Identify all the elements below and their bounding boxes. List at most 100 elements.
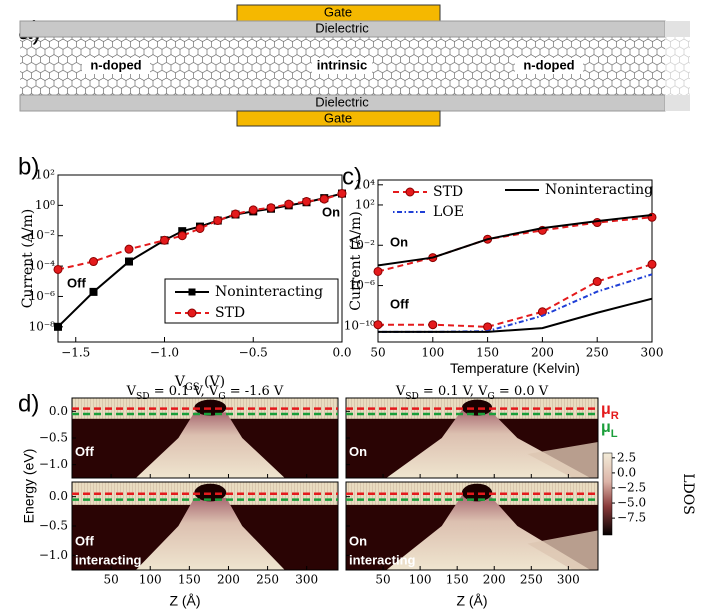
annotation: On (322, 204, 340, 219)
annotation: On (390, 234, 408, 249)
text-part: = -1.6 V (226, 384, 284, 399)
series-line (377, 214, 653, 267)
heatmap-band (386, 495, 591, 570)
plot-frame (57, 174, 343, 343)
marker (266, 203, 276, 213)
x-tick-label: 100 (421, 346, 444, 360)
marker (302, 196, 311, 206)
marker (248, 205, 258, 215)
y-axis-label: Current (A/m) (348, 211, 364, 311)
x-tick-label: 300 (641, 346, 664, 360)
text-part: = 0.0 V (495, 384, 549, 399)
y-tick-label: 10⁻¹⁰ (344, 318, 375, 332)
x-tick-label: 100 (409, 573, 432, 587)
text-part: G (488, 392, 495, 402)
marker (89, 257, 98, 267)
y-tick-label: 10⁻² (29, 228, 56, 242)
marker (592, 218, 602, 228)
legend-marker (187, 308, 197, 318)
y-tick-label: −0.5 (39, 431, 68, 445)
region-label: n-doped (90, 57, 141, 72)
marker (195, 223, 205, 233)
heatmap: 50 100 150 200 250 300 On interacting (345, 481, 599, 587)
marker (231, 209, 240, 219)
x-tick-label: −0.5 (239, 346, 268, 360)
y-tick-label: 10² (35, 168, 55, 182)
text-part: V (126, 384, 137, 399)
annotation: Off (67, 275, 86, 290)
legend-label: Noninteracting (545, 182, 653, 198)
y-axis-label: Energy (eV) (21, 449, 37, 524)
legend-label: STD (433, 184, 463, 200)
label-bg (515, 58, 583, 74)
text-part: GS (185, 382, 200, 393)
y-tick-label: 10⁻⁶ (349, 278, 376, 292)
legend-marker (405, 187, 415, 197)
ldos-panels: 0.0 −0.5 −1.0 Off On 0.0 −0.5 −1.0 50 100 150 200 25… (18, 384, 696, 609)
x-tick-label: 50 (370, 346, 385, 360)
legend-label: STD (215, 305, 245, 321)
marker (373, 320, 383, 330)
legend-label: LOE (433, 204, 464, 220)
marker (284, 199, 294, 209)
marker (160, 235, 169, 245)
x-tick-label: 300 (295, 573, 318, 587)
text-part: Temperature (Kelvin) (450, 360, 580, 376)
x-tick-label: 200 (217, 573, 240, 587)
colorbar-tick-label: −7.5 (617, 511, 646, 525)
series-line (378, 297, 653, 333)
region-label: n-doped (523, 57, 574, 72)
heatmap-title: VSD = 0.1 V, VG = 0.0 V (395, 384, 549, 402)
label-bg (312, 58, 372, 74)
text-part: SD (136, 392, 150, 402)
colorbar-tick-label: 0.0 (617, 465, 636, 479)
panel-label: d) (18, 390, 39, 417)
series-line (377, 216, 653, 273)
y-axis-label: Current (A/m) (20, 209, 36, 309)
gate-label: Gate (324, 110, 352, 125)
marker (337, 189, 347, 199)
y-tick-label: 0.0 (49, 489, 68, 503)
text-part: G (218, 392, 225, 402)
x-tick-label: 250 (520, 573, 543, 587)
gate-bottom (236, 110, 441, 127)
heatmap-band (135, 412, 285, 478)
heatmap-peak (461, 399, 493, 416)
x-axis-label: VGS (V) (174, 374, 225, 393)
series-line (378, 263, 653, 328)
x-tick-label: 50 (103, 573, 118, 587)
panel-label: b) (18, 153, 39, 180)
x-tick-label: 50 (375, 573, 390, 587)
panel-state-label: Off (75, 533, 94, 548)
heatmap-peak (461, 483, 493, 502)
text-part: = 0.1 V, V (419, 384, 488, 399)
dielectric-ext (665, 21, 690, 37)
panel-label: c) (342, 163, 362, 190)
text-part: L (611, 428, 618, 440)
marker (213, 216, 223, 226)
x-tick-label: 200 (531, 346, 554, 360)
series-line (378, 273, 653, 333)
dielectric-label: Dielectric (315, 94, 369, 109)
heatmap-band (135, 497, 285, 570)
text-part: μ (601, 401, 611, 418)
y-tick-label: −0.5 (39, 519, 68, 533)
x-tick-label: 300 (557, 573, 580, 587)
legend-label: Noninteracting (215, 284, 323, 300)
x-tick-label: 250 (256, 573, 279, 587)
colorbar-tick-label: 2.5 (617, 450, 636, 464)
colorbar-label: LDOS (680, 473, 696, 515)
marker (319, 194, 329, 204)
marker (54, 322, 62, 331)
heatmap: 0.0 −0.5 −1.0 Off (39, 397, 339, 479)
x-tick-label: −1.5 (61, 346, 90, 360)
x-tick-label: −1.0 (150, 346, 179, 360)
mu-r-label: μR (601, 401, 619, 422)
panel-state-label: On (349, 444, 367, 459)
device-schematic: a) Gate Dielectric n-doped intrinsic n-d… (18, 4, 690, 127)
marker (592, 277, 602, 287)
heatmap-band (527, 442, 598, 478)
x-tick-label: 0.0 (332, 346, 351, 360)
